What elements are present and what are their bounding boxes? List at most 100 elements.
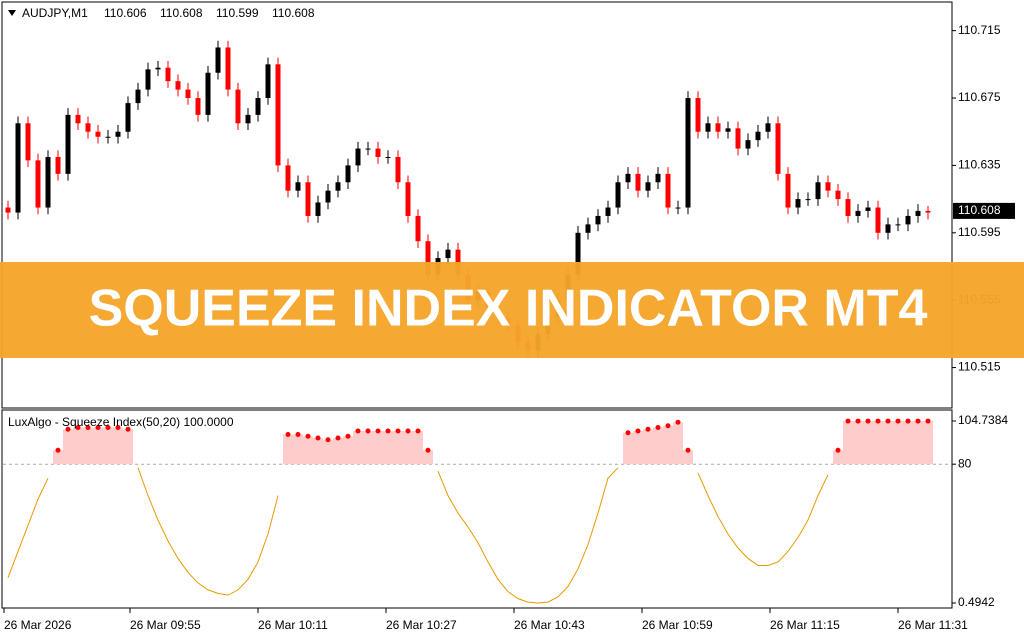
squeeze-fill <box>323 439 333 465</box>
candle-body <box>245 114 251 124</box>
squeeze-dot <box>75 425 81 431</box>
squeeze-fill <box>643 429 653 465</box>
candle-body <box>335 182 341 191</box>
candle-body <box>685 98 691 208</box>
squeeze-fill <box>683 450 693 465</box>
candle-body <box>345 165 351 183</box>
squeeze-dot <box>115 425 121 431</box>
squeeze-fill <box>353 431 363 465</box>
squeeze-fill <box>893 421 903 465</box>
squeeze-fill <box>313 438 323 465</box>
squeeze-fill <box>293 434 303 465</box>
y-tick-label: 110.715 <box>958 23 1001 37</box>
candle-body <box>75 114 81 124</box>
squeeze-fill <box>633 431 643 465</box>
squeeze-dot <box>425 447 431 453</box>
squeeze-fill <box>903 421 913 465</box>
squeeze-fill <box>303 436 313 465</box>
squeeze-dot <box>385 428 391 434</box>
indicator-panel <box>1 409 953 609</box>
squeeze-dot <box>405 428 411 434</box>
squeeze-line <box>437 467 619 604</box>
candle-body <box>45 156 51 208</box>
squeeze-dot <box>295 432 301 438</box>
squeeze-dot <box>345 433 351 439</box>
squeeze-dot <box>925 418 931 424</box>
candle-body <box>85 123 91 132</box>
candle-body <box>315 202 321 216</box>
candle-body <box>265 64 271 99</box>
squeeze-fill <box>423 450 433 465</box>
candle-body <box>775 123 781 174</box>
squeeze-fill <box>663 425 673 465</box>
candle-body <box>395 156 401 183</box>
candle-body <box>25 123 31 161</box>
candle-body <box>745 140 751 149</box>
x-tick-label: 26 Mar 10:11 <box>258 618 328 632</box>
candle-body <box>875 207 881 233</box>
squeeze-dot <box>105 425 111 431</box>
candle-body <box>795 199 801 208</box>
y-tick-label: 110.515 <box>958 360 1001 374</box>
squeeze-dot <box>895 418 901 424</box>
candle-body <box>695 98 701 132</box>
header-close: 110.608 <box>272 6 315 20</box>
candle-body <box>275 64 281 166</box>
candle-body <box>885 224 891 233</box>
candle-body <box>615 182 621 208</box>
y-tick-label: 110.595 <box>958 225 1001 239</box>
candle-body <box>595 215 601 225</box>
candle-body <box>925 210 931 213</box>
candle-body <box>895 224 901 226</box>
candle-body <box>735 128 741 149</box>
candle-body <box>65 114 71 174</box>
squeeze-dot <box>625 430 631 436</box>
y-tick-label: 110.675 <box>958 90 1001 104</box>
squeeze-line <box>137 467 279 596</box>
squeeze-fill <box>653 427 663 465</box>
y-tick-label: 104.7384 <box>958 413 1008 427</box>
candle-body <box>625 173 631 183</box>
squeeze-dot <box>865 418 871 424</box>
squeeze-dot <box>375 428 381 434</box>
squeeze-fill <box>873 421 883 465</box>
squeeze-fill <box>83 427 93 465</box>
candle-body <box>605 207 611 216</box>
y-tick-label: 0.4942 <box>958 595 995 609</box>
x-tick-label: 26 Mar 11:31 <box>898 618 968 632</box>
squeeze-fill <box>333 438 343 465</box>
squeeze-fill <box>363 431 373 465</box>
candle-body <box>415 215 421 242</box>
squeeze-dot <box>335 435 341 441</box>
candle-body <box>385 156 391 158</box>
symbol: AUDJPY,M1 <box>22 6 88 20</box>
squeeze-dot <box>65 426 71 432</box>
squeeze-fill <box>843 421 853 465</box>
squeeze-line <box>7 477 49 578</box>
candle-body <box>855 210 861 216</box>
candle-body <box>325 190 331 203</box>
plot: 110.715110.675110.635110.595110.555110.5… <box>3 23 1015 632</box>
candle-body <box>115 131 121 137</box>
squeeze-dot <box>675 419 681 425</box>
menu-triangle[interactable] <box>8 10 16 16</box>
x-tick-label: 26 Mar 11:15 <box>770 618 840 632</box>
candle-body <box>675 207 681 209</box>
squeeze-fill <box>123 429 133 465</box>
candle-body <box>365 148 371 150</box>
squeeze-fill <box>393 431 403 465</box>
squeeze-dot <box>95 425 101 431</box>
candle-body <box>305 182 311 216</box>
x-tick-label: 26 Mar 10:59 <box>642 618 713 632</box>
squeeze-fill <box>853 421 863 465</box>
squeeze-dot <box>645 426 651 432</box>
candle-body <box>645 182 651 191</box>
squeeze-fill <box>413 431 423 465</box>
squeeze-dot <box>835 447 841 453</box>
squeeze-fill <box>283 434 293 465</box>
squeeze-dot <box>855 418 861 424</box>
candle-body <box>35 160 41 208</box>
banner-background <box>0 262 1024 358</box>
y-tick-label: 80 <box>958 456 972 470</box>
